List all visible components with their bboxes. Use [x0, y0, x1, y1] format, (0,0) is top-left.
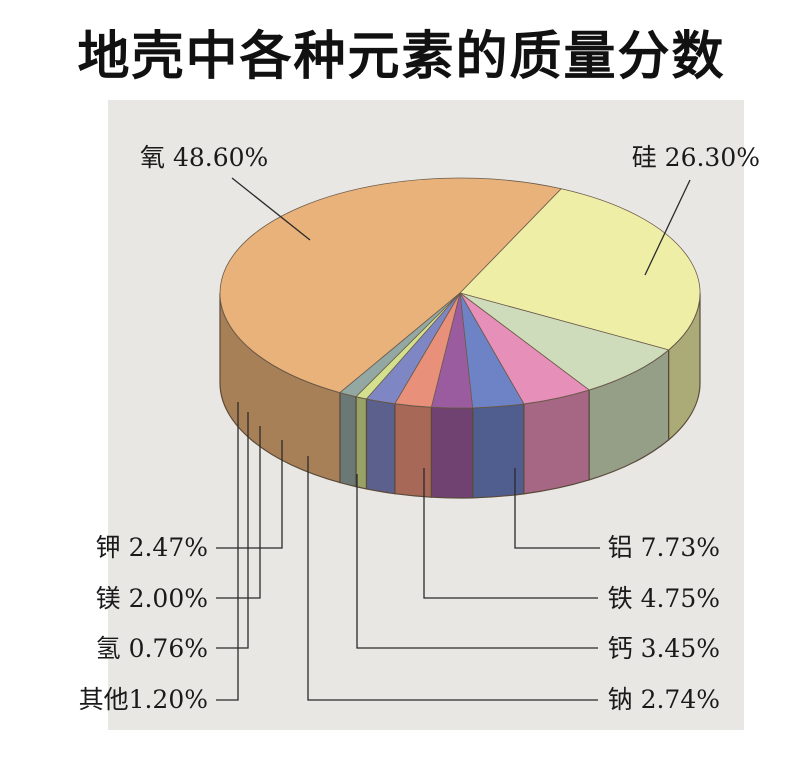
- slice-label-钠: 钠 2.74%: [608, 685, 720, 714]
- pie-side-铁: [523, 389, 590, 495]
- leader-line-硅: [644, 179, 691, 276]
- pie-top: [219, 177, 701, 409]
- slice-label-钾: 钾 2.47%: [96, 533, 208, 562]
- slice-label-其他: 其他1.20%: [79, 685, 208, 714]
- pie-sides: [219, 292, 701, 499]
- pie-slice-其他: [339, 292, 461, 398]
- pie-slice-氧: [219, 177, 563, 394]
- slice-label-镁: 镁 2.00%: [96, 584, 208, 613]
- leader-lines: [216, 177, 691, 701]
- slice-label-铁: 铁 4.75%: [608, 584, 720, 613]
- leader-line-其他: [216, 402, 239, 701]
- pie-side-镁: [365, 398, 396, 495]
- leader-line-氢: [216, 412, 249, 649]
- leader-line-铁: [423, 468, 598, 599]
- slice-label-氢: 氢 0.76%: [96, 634, 208, 663]
- leader-line-铝: [514, 468, 600, 549]
- slice-label-氧: 氧 48.60%: [140, 143, 268, 172]
- slice-label-硅: 硅 26.30%: [632, 143, 760, 172]
- pie-slice-硅: [459, 188, 701, 351]
- slice-label-铝: 铝 7.73%: [608, 533, 720, 562]
- slice-label-钙: 钙 3.45%: [608, 634, 720, 663]
- leader-line-镁: [216, 426, 261, 599]
- leader-line-钠: [307, 456, 598, 701]
- leader-line-钙: [356, 474, 598, 649]
- pie-slice-铝: [459, 292, 670, 391]
- slice-labels: 氧 48.60% 硅 26.30% 铝 7.73% 铁 4.75% 钙 3.45% 钠 2…: [79, 143, 760, 714]
- pie-side-其他: [339, 391, 357, 488]
- chart-title: 地壳中各种元素的质量分数: [77, 27, 726, 87]
- pie-side-钠: [430, 406, 474, 499]
- pie-side-钙: [472, 403, 525, 499]
- leader-line-氧: [231, 177, 311, 241]
- pie-side-钾: [394, 402, 432, 498]
